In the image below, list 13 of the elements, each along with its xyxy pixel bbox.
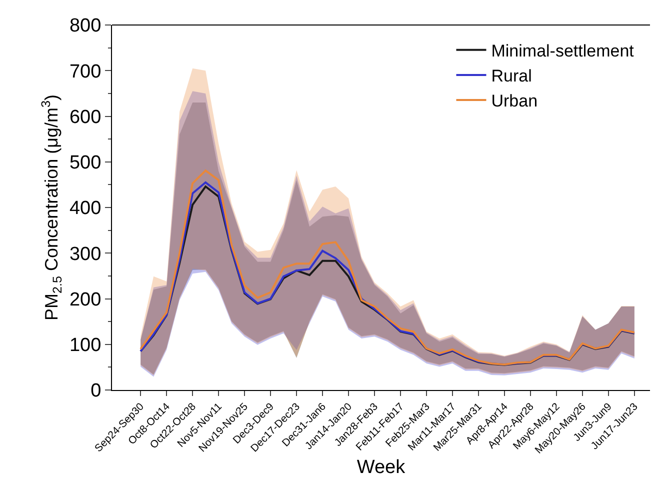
y-tick-label: 300 [69,244,102,265]
legend-label: Minimal-settlement [491,41,634,60]
y-tick-label: 200 [69,289,102,310]
y-tick-label: 500 [69,152,102,174]
y-tick-label: 100 [69,335,102,356]
y-tick-label: 600 [69,106,102,128]
legend-label: Rural [491,66,532,86]
legend-label: Urban [491,92,538,111]
x-axis-title: Week [356,457,406,478]
y-tick-label: 0 [90,380,102,402]
y-tick-label: 400 [69,198,102,220]
y-tick-label: 700 [69,61,102,82]
y-tick-label: 800 [69,16,102,37]
